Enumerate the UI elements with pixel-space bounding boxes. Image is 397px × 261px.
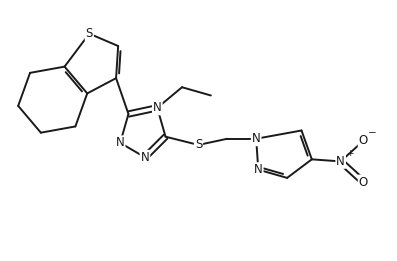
Text: S: S (86, 27, 93, 40)
Text: N: N (153, 101, 162, 114)
Text: +: + (346, 150, 353, 158)
Text: N: N (116, 136, 125, 149)
Text: −: − (368, 128, 377, 138)
Text: S: S (195, 138, 202, 151)
Text: N: N (252, 132, 260, 145)
Text: N: N (254, 163, 263, 176)
Text: N: N (336, 155, 345, 168)
Text: O: O (359, 134, 368, 147)
Text: O: O (359, 175, 368, 188)
Text: N: N (141, 151, 149, 164)
